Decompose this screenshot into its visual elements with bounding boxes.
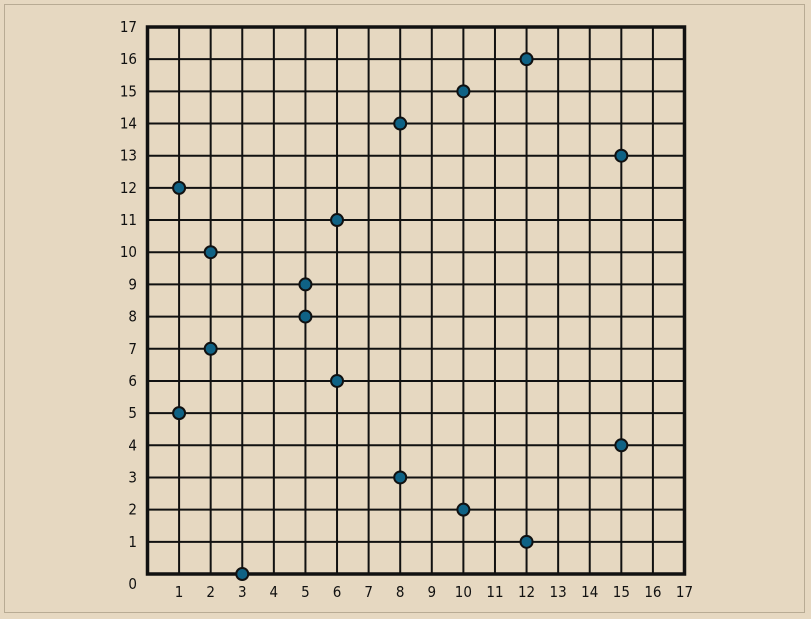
x-tick-label: 7 xyxy=(364,583,373,601)
x-tick-label: 15 xyxy=(613,583,630,601)
data-point xyxy=(519,534,534,549)
y-tick-label: 4 xyxy=(128,436,137,454)
x-tick-label: 11 xyxy=(486,583,503,601)
x-tick-label: 10 xyxy=(455,583,472,601)
y-tick-label: 11 xyxy=(120,211,137,229)
data-point xyxy=(614,438,629,453)
y-tick-label: 3 xyxy=(128,468,137,486)
x-tick-label: 1 xyxy=(175,583,184,601)
data-point xyxy=(393,116,408,131)
data-point xyxy=(330,373,345,388)
data-point xyxy=(203,341,218,356)
y-tick-label: 2 xyxy=(128,501,137,519)
data-point xyxy=(172,406,187,421)
y-tick-label: 7 xyxy=(128,340,137,358)
data-point xyxy=(172,180,187,195)
data-point xyxy=(519,52,534,67)
data-point xyxy=(393,470,408,485)
data-point xyxy=(456,84,471,99)
y-tick-label: 1 xyxy=(128,533,137,551)
y-tick-label: 5 xyxy=(128,404,137,422)
grid xyxy=(145,25,687,576)
x-tick-label: 14 xyxy=(581,583,598,601)
y-tick-label: 10 xyxy=(120,243,137,261)
x-tick-label: 4 xyxy=(270,583,279,601)
data-point xyxy=(614,148,629,163)
y-tick-label: 12 xyxy=(120,179,137,197)
data-point xyxy=(456,502,471,517)
x-tick-label: 17 xyxy=(676,583,693,601)
y-tick-label: 15 xyxy=(120,82,137,100)
data-points xyxy=(172,52,629,581)
data-point xyxy=(203,245,218,260)
y-tick-label: 14 xyxy=(120,115,137,133)
y-tick-label: 13 xyxy=(120,147,137,165)
x-tick-label: 8 xyxy=(396,583,405,601)
x-tick-label: 6 xyxy=(333,583,342,601)
y-tick-label: 16 xyxy=(120,50,137,68)
y-tick-label: 0 xyxy=(128,575,137,593)
x-tick-label: 9 xyxy=(427,583,436,601)
y-tick-label: 17 xyxy=(120,18,137,36)
y-tick-label: 6 xyxy=(128,372,137,390)
x-tick-label: 13 xyxy=(550,583,567,601)
data-point xyxy=(298,277,313,292)
x-tick-label: 2 xyxy=(206,583,215,601)
data-point xyxy=(330,213,345,228)
x-tick-label: 5 xyxy=(301,583,310,601)
x-tick-label: 12 xyxy=(518,583,535,601)
x-tick-label: 3 xyxy=(238,583,247,601)
y-tick-label: 9 xyxy=(128,275,137,293)
x-tick-label: 16 xyxy=(644,583,661,601)
data-point xyxy=(298,309,313,324)
y-tick-label: 8 xyxy=(128,308,137,326)
tick-labels: 1 2 3 4 5 6 7 8 9 10 11 12 13 14 15 16 17012345678910111… xyxy=(120,18,693,601)
chart-frame xyxy=(4,4,805,613)
data-point xyxy=(235,567,250,581)
plot-border xyxy=(145,25,687,576)
